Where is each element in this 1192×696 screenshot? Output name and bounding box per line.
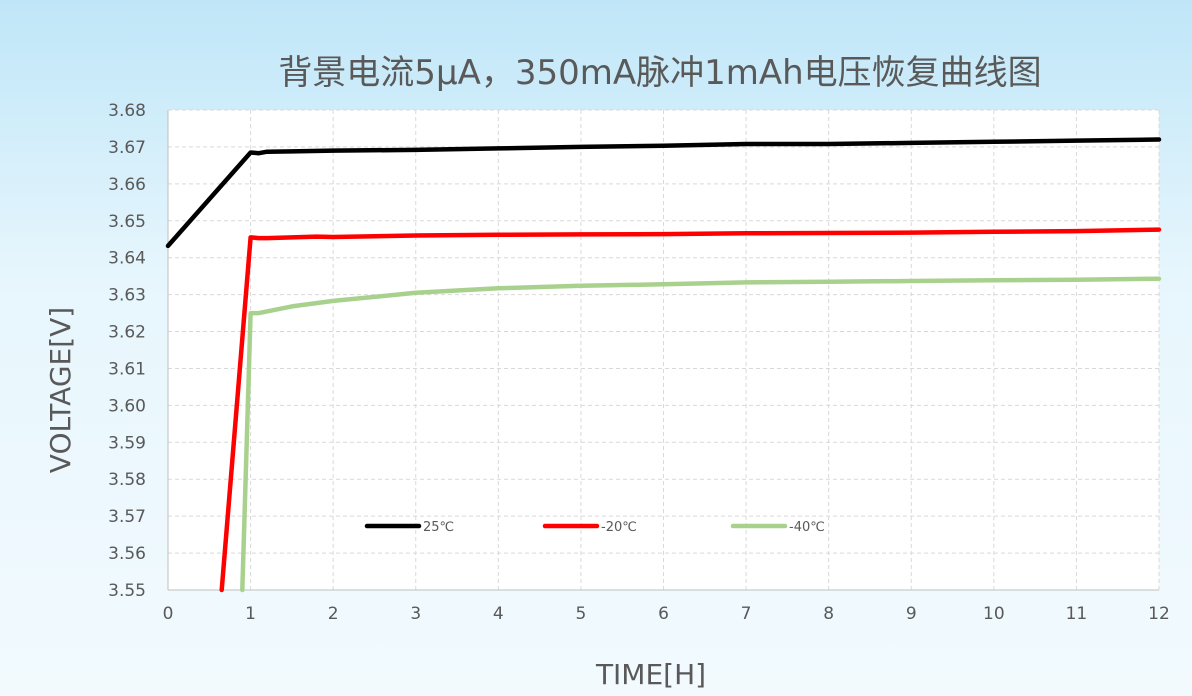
x-tick-label: 11 xyxy=(1066,604,1088,624)
legend-label-1: 25℃ xyxy=(423,520,454,535)
x-tick-label: 7 xyxy=(741,604,752,624)
y-tick-label: 3.63 xyxy=(108,286,146,306)
x-tick-label: 4 xyxy=(493,604,504,624)
y-tick-label: 3.64 xyxy=(108,249,146,269)
plot-area: 3.55 3.56 3.57 3.58 3.59 3.60 3.61 3.62 3.63 3.64… xyxy=(44,53,1170,691)
y-tick-label: 3.57 xyxy=(108,507,146,527)
y-tick-label: 3.62 xyxy=(108,323,146,343)
y-tick-label: 3.60 xyxy=(108,396,146,416)
y-tick-label: 3.67 xyxy=(108,138,146,158)
x-tick-label: 0 xyxy=(163,604,174,624)
y-tick-label: 3.59 xyxy=(108,433,146,453)
x-tick-label: 5 xyxy=(576,604,587,624)
y-tick-label: 3.65 xyxy=(108,212,146,232)
x-tick-label: 9 xyxy=(906,604,917,624)
y-tick-label: 3.58 xyxy=(108,470,146,490)
x-tick-label: 8 xyxy=(823,604,834,624)
x-tick-label: 3 xyxy=(410,604,421,624)
y-tick-label: 3.55 xyxy=(108,581,146,601)
x-tick-label: 10 xyxy=(983,604,1005,624)
x-tick-label: 12 xyxy=(1148,604,1170,624)
series-line-2 xyxy=(219,227,1162,593)
x-tick-label: 1 xyxy=(245,604,256,624)
y-tick-label: 3.66 xyxy=(108,175,146,195)
x-tick-label: 2 xyxy=(328,604,339,624)
chart-title: 背景电流5µA，350mA脉冲1mAh电压恢复曲线图 xyxy=(278,53,1041,93)
series-line-1 xyxy=(165,137,1162,249)
legend-label-3: -40℃ xyxy=(789,520,825,535)
y-axis-title: VOLTAGE[V] xyxy=(44,307,77,473)
legend-label-2: -20℃ xyxy=(601,520,637,535)
x-tick-label: 6 xyxy=(658,604,669,624)
y-tick-label: 3.68 xyxy=(108,101,146,121)
y-tick-label: 3.61 xyxy=(108,359,146,379)
series-line-3 xyxy=(240,276,1162,593)
x-axis-title: TIME[H] xyxy=(595,658,706,691)
y-tick-label: 3.56 xyxy=(108,544,146,564)
